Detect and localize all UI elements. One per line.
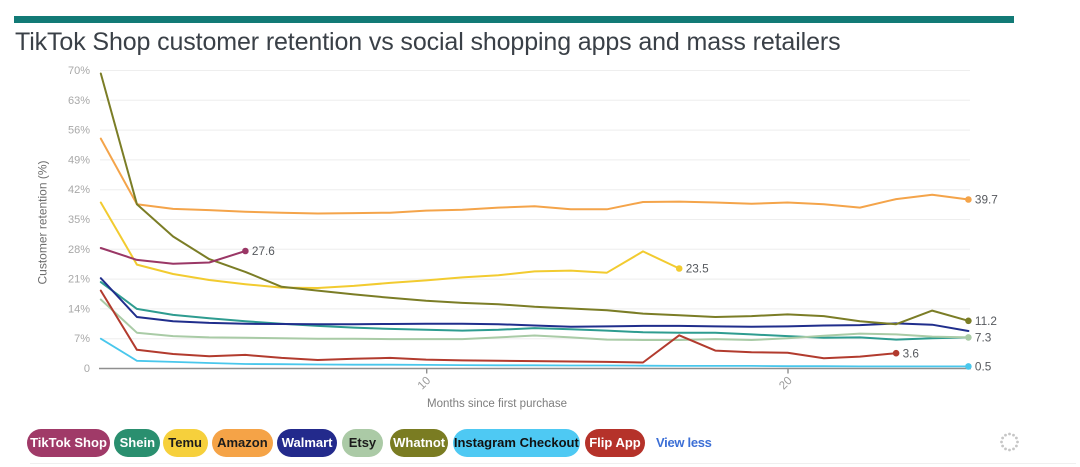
svg-text:7.3: 7.3 [975,331,992,345]
svg-text:7%: 7% [74,333,90,345]
svg-text:27.6: 27.6 [252,244,275,258]
svg-text:0.5: 0.5 [975,360,992,374]
svg-text:20: 20 [777,375,795,393]
svg-text:10: 10 [416,375,434,393]
svg-text:Customer retention (%): Customer retention (%) [36,160,50,284]
svg-text:Months since first purchase: Months since first purchase [427,398,567,410]
svg-text:0: 0 [84,363,90,375]
svg-text:21%: 21% [68,274,90,286]
svg-text:23.5: 23.5 [686,262,709,276]
svg-text:35%: 35% [68,214,90,226]
svg-text:11.2: 11.2 [975,314,997,328]
svg-text:63%: 63% [68,95,90,107]
svg-text:3.6: 3.6 [903,346,920,360]
svg-text:70%: 70% [68,65,90,77]
svg-text:56%: 56% [68,125,90,137]
svg-text:39.7: 39.7 [975,193,998,207]
svg-text:28%: 28% [68,244,90,256]
svg-text:42%: 42% [68,184,90,196]
svg-text:14%: 14% [68,303,90,315]
svg-text:49%: 49% [68,154,90,166]
